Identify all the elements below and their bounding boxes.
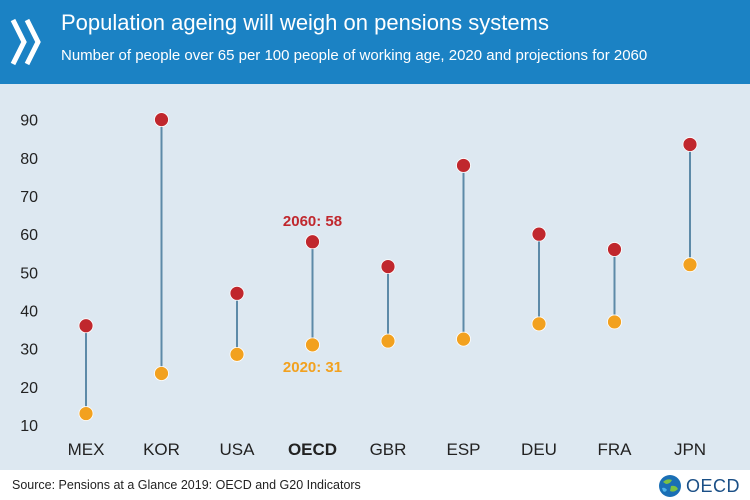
point-2060 <box>607 242 622 257</box>
x-tick-label: OECD <box>288 440 337 459</box>
y-tick-label: 20 <box>20 380 38 397</box>
y-tick-label: 30 <box>20 342 38 359</box>
x-tick-label: MEX <box>68 440 105 459</box>
x-tick-label: JPN <box>674 440 706 459</box>
point-2060 <box>305 234 320 250</box>
chart-area: 10 20 30 40 50 60 70 80 90 MEX KOR USA OECD GBR ESP DEU… <box>0 84 750 470</box>
point-2020 <box>456 331 471 347</box>
x-tick-label: USA <box>220 440 256 459</box>
point-2020 <box>154 366 169 381</box>
y-tick-label: 10 <box>20 418 38 435</box>
y-tick-label: 50 <box>20 265 38 282</box>
point-2020 <box>531 316 547 332</box>
chart-footer: Source: Pensions at a Glance 2019: OECD … <box>0 470 750 500</box>
point-2020 <box>78 406 94 421</box>
point-2060 <box>682 137 698 152</box>
x-tick-label: GBR <box>370 440 407 459</box>
y-tick-label: 90 <box>20 113 38 130</box>
y-tick-label: 80 <box>20 151 38 168</box>
point-2020 <box>607 314 622 330</box>
annotation-2020: 2020: 31 <box>283 359 342 376</box>
chart-header: Population ageing will weigh on pensions… <box>0 0 750 84</box>
x-tick-label: KOR <box>143 440 180 459</box>
point-2020 <box>380 333 396 349</box>
point-2060 <box>154 112 169 128</box>
point-2060 <box>380 259 396 274</box>
oecd-chevrons-icon <box>10 18 41 66</box>
point-2020 <box>682 257 698 273</box>
y-tick-label: 70 <box>20 189 38 206</box>
oecd-logo-text: OECD <box>685 475 740 496</box>
oecd-logo: OECD <box>658 473 740 499</box>
x-tick-label: FRA <box>598 440 633 459</box>
point-2020 <box>229 346 245 362</box>
point-2060 <box>456 158 471 173</box>
x-tick-label: DEU <box>521 440 557 459</box>
annotation-2060: 2060: 58 <box>283 213 342 230</box>
x-tick-label: ESP <box>446 440 480 459</box>
point-2020 <box>305 337 320 353</box>
y-tick-label: 40 <box>20 303 38 320</box>
source-note: Source: Pensions at a Glance 2019: OECD … <box>12 478 361 492</box>
point-2060 <box>229 285 245 301</box>
chart-title: Population ageing will weigh on pensions… <box>61 10 549 35</box>
point-2060 <box>531 226 547 242</box>
dumbbell-chart: 10 20 30 40 50 60 70 80 90 MEX KOR USA OECD GBR ESP DEU… <box>20 112 706 459</box>
point-2060 <box>78 318 94 334</box>
y-tick-label: 60 <box>20 227 38 244</box>
chart-subtitle: Number of people over 65 per 100 people … <box>61 47 648 64</box>
oecd-globe-icon <box>658 475 681 497</box>
